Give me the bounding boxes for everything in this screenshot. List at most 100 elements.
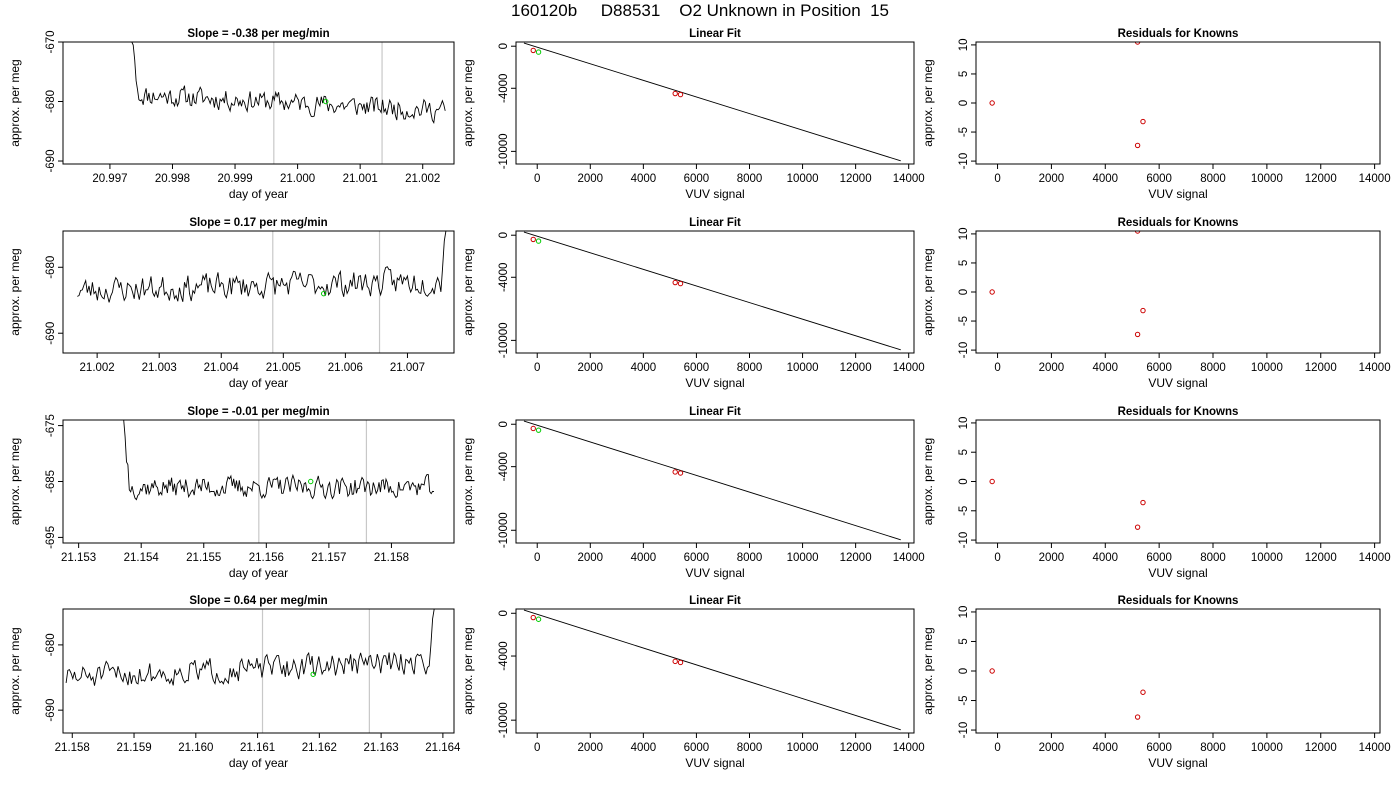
y-tick-label: -680 <box>45 256 57 279</box>
x-tick-label: 2000 <box>1039 362 1065 374</box>
x-tick-label: 20.999 <box>217 173 252 185</box>
x-tick-label: 21.158 <box>374 552 409 564</box>
panel-title: Slope = 0.64 per meg/min <box>189 595 327 607</box>
y-tick-label: -675 <box>45 414 57 437</box>
y-axis-label: approx. per meg <box>461 627 475 714</box>
x-tick-label: 20.998 <box>155 173 190 185</box>
x-tick-label: 10000 <box>787 173 819 185</box>
y-tick-label: 0 <box>958 289 970 295</box>
y-tick-label: 0 <box>498 610 510 616</box>
x-tick-label: 14000 <box>1359 362 1391 374</box>
panel-4-1: Slope = 0.64 per meg/min 21.158 21.159 21.1… <box>8 595 461 770</box>
x-tick-label: 10000 <box>1251 742 1283 754</box>
plot-frame <box>515 41 915 165</box>
x-tick-label: 21.002 <box>405 173 440 185</box>
plot-area <box>523 42 901 162</box>
x-axis-label: day of year <box>229 756 288 770</box>
known-point <box>677 280 684 287</box>
fit-line <box>523 42 901 162</box>
x-tick-label: 21.153 <box>61 552 96 564</box>
y-tick-label: 5 <box>958 71 970 77</box>
known-point <box>1140 499 1146 506</box>
known-point <box>1140 118 1146 125</box>
x-tick-label: 21.163 <box>364 742 399 754</box>
known-point <box>530 425 536 432</box>
x-tick-label: 4000 <box>631 552 657 564</box>
plot-area <box>77 231 447 353</box>
known-point <box>672 279 678 286</box>
x-axis-label: VUV signal <box>685 756 744 770</box>
plot-frame <box>62 230 455 354</box>
y-tick-label: -5 <box>958 316 970 326</box>
x-tick-label: 10000 <box>1251 362 1283 374</box>
x-tick-label: 14000 <box>1359 742 1391 754</box>
y-tick-label: -10 <box>958 153 970 170</box>
x-tick-label: 8000 <box>1200 362 1226 374</box>
x-tick-label: 6000 <box>1146 552 1172 564</box>
y-tick-label: -690 <box>45 150 57 173</box>
x-tick-label: 12000 <box>840 362 872 374</box>
unknown-point <box>535 616 542 622</box>
y-tick-label: -10000 <box>498 322 510 358</box>
x-tick-label: 4000 <box>631 742 657 754</box>
x-tick-label: 0 <box>994 552 1000 564</box>
x-tick-label: 6000 <box>1146 362 1172 374</box>
x-tick-label: 12000 <box>840 173 872 185</box>
y-tick-label: -680 <box>45 633 57 656</box>
plot-frame <box>975 608 1381 734</box>
y-tick-label: 10 <box>958 228 970 241</box>
y-axis-label: approx. per meg <box>921 438 935 525</box>
x-tick-label: 21.160 <box>178 742 213 754</box>
plot-area <box>65 609 435 733</box>
known-point <box>672 658 678 665</box>
x-axis-label: day of year <box>229 376 288 390</box>
time-series-trace <box>131 42 446 125</box>
panel-title: Residuals for Knowns <box>1118 406 1239 418</box>
known-point <box>677 91 684 98</box>
panel-title: Linear Fit <box>689 595 741 607</box>
x-axis-label: VUV signal <box>1148 756 1207 770</box>
x-tick-label: 8000 <box>737 173 763 185</box>
y-tick-label: -4000 <box>498 452 510 481</box>
x-tick-label: 12000 <box>1305 362 1337 374</box>
x-tick-label: 14000 <box>893 552 925 564</box>
x-tick-label: 2000 <box>1039 742 1065 754</box>
y-tick-label: -5 <box>958 695 970 705</box>
known-point <box>989 668 995 674</box>
x-tick-label: 12000 <box>1305 173 1337 185</box>
panel-2-1: Slope = 0.17 per meg/min 21.002 21.003 21.0… <box>8 217 455 390</box>
y-tick-label: -10 <box>958 342 970 359</box>
x-tick-label: 4000 <box>1092 362 1118 374</box>
plot-area <box>523 609 901 731</box>
y-tick-label: -695 <box>45 526 57 549</box>
y-axis-label: approx. per meg <box>921 627 935 714</box>
x-tick-label: 6000 <box>1146 173 1172 185</box>
y-axis-label: approx. per meg <box>8 248 22 335</box>
time-series-trace <box>123 420 435 501</box>
known-point <box>1134 714 1141 720</box>
x-tick-label: 2000 <box>577 362 603 374</box>
known-point <box>677 659 684 666</box>
x-tick-label: 6000 <box>684 362 710 374</box>
known-point <box>1134 42 1141 45</box>
y-tick-label: 0 <box>958 668 970 674</box>
x-tick-label: 21.164 <box>425 742 461 754</box>
plot-area <box>989 668 1146 720</box>
y-axis-label: approx. per meg <box>461 59 475 146</box>
x-tick-label: 4000 <box>631 362 657 374</box>
x-tick-label: 21.159 <box>116 742 151 754</box>
plot-area <box>523 420 901 541</box>
x-tick-label: 21.002 <box>80 362 115 374</box>
x-tick-label: 0 <box>994 362 1000 374</box>
x-tick-label: 12000 <box>840 552 872 564</box>
x-axis-label: day of year <box>229 187 288 201</box>
time-series-trace <box>65 609 435 686</box>
x-tick-label: 2000 <box>1039 552 1065 564</box>
x-tick-label: 14000 <box>1359 552 1391 564</box>
x-tick-label: 21.158 <box>55 742 90 754</box>
y-tick-label: -10000 <box>498 133 510 169</box>
panel-3-1: Slope = -0.01 per meg/min 21.153 21.154 21.… <box>8 406 455 580</box>
